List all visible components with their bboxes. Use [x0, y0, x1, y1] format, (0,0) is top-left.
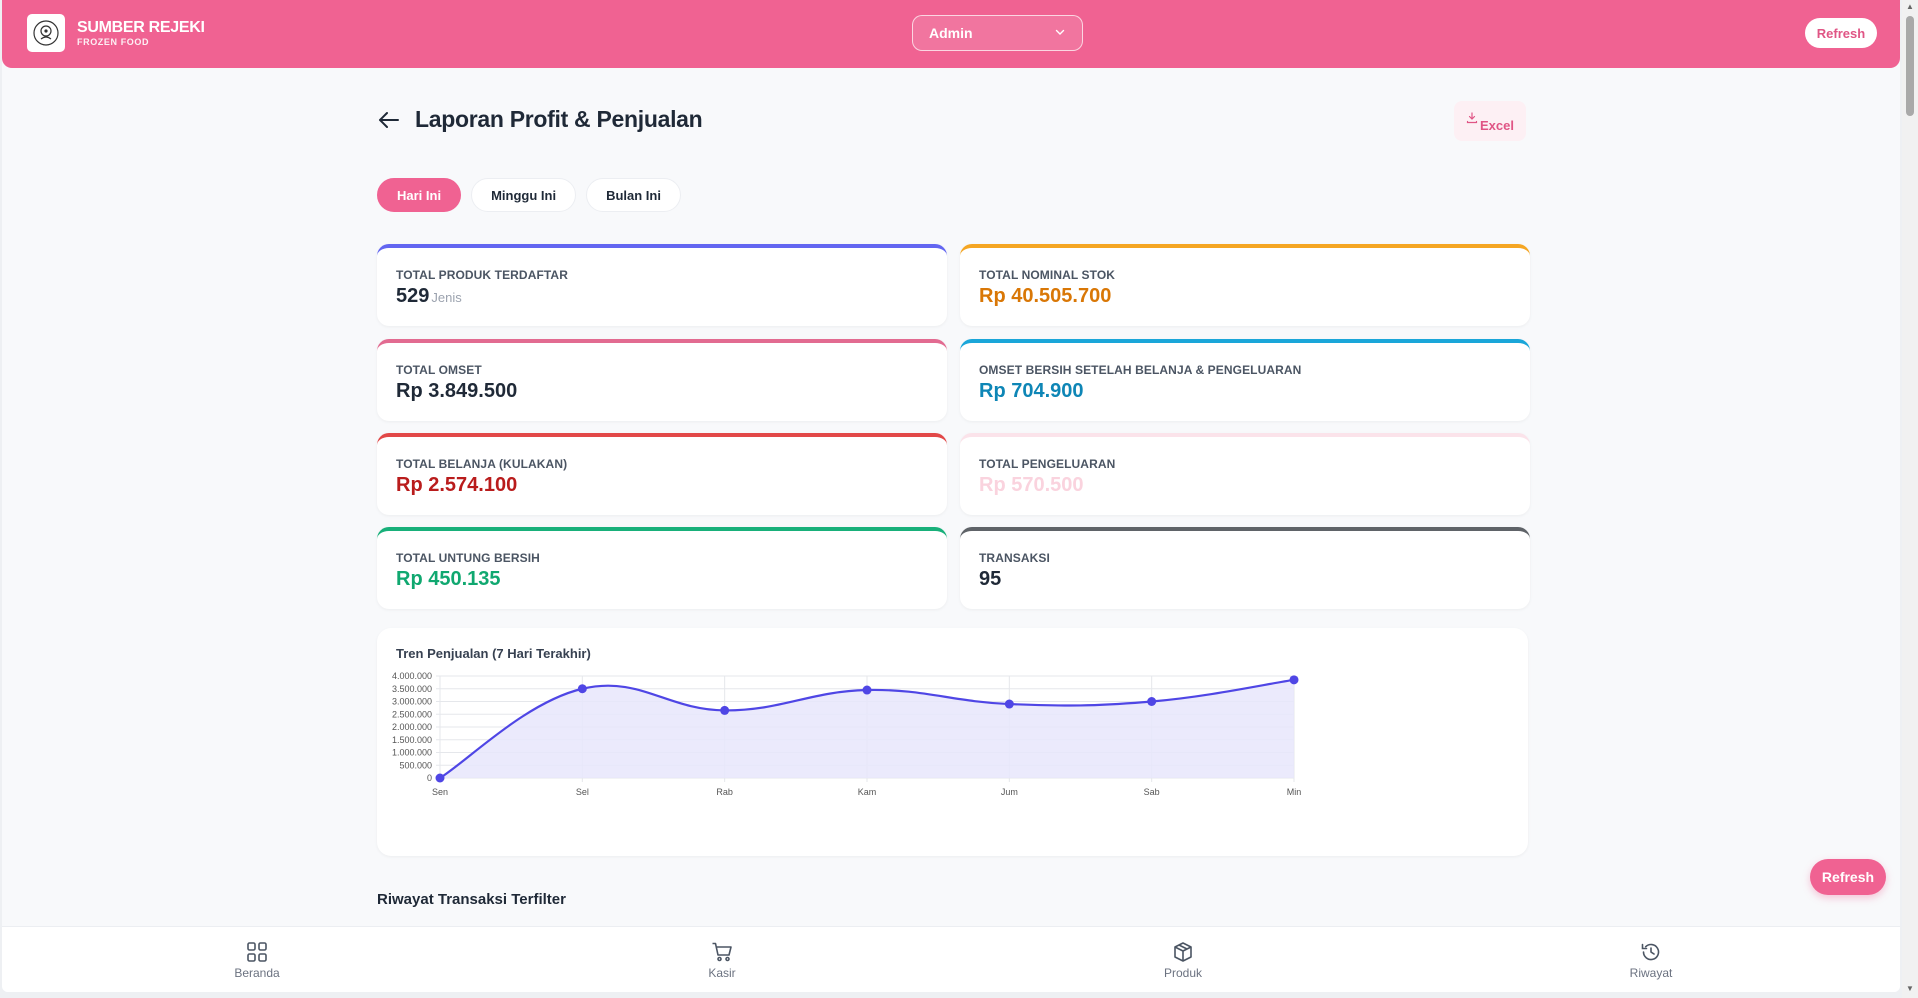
stat-label: TRANSAKSI [979, 551, 1050, 565]
stat-card-pengeluaran: TOTAL PENGELUARAN Rp 570.500 [960, 433, 1530, 515]
y-tick-label: 2.000.000 [392, 722, 432, 732]
y-tick-label: 4.000.000 [392, 671, 432, 681]
nav-label: Produk [1163, 966, 1203, 980]
stat-label: TOTAL BELANJA (KULAKAN) [396, 457, 568, 471]
download-icon [1466, 112, 1478, 127]
stat-value: 95 [979, 568, 1002, 590]
x-tick-label: Sel [576, 787, 589, 797]
y-tick-label: 2.500.000 [392, 709, 432, 719]
section-title: Riwayat Transaksi Terfilter [377, 891, 566, 908]
brand-logo [27, 14, 65, 52]
x-tick-label: Sen [432, 787, 448, 797]
box-icon [1174, 942, 1192, 962]
tab-bulan-ini[interactable]: Bulan Ini [586, 178, 681, 212]
nav-label: Beranda [234, 966, 280, 980]
stat-label: TOTAL OMSET [396, 363, 482, 377]
series-area [440, 679, 1294, 778]
tab-hari-ini[interactable]: Hari Ini [377, 178, 462, 212]
x-tick-label: Sab [1144, 787, 1160, 797]
top-bar: SUMBER REJEKI FROZEN FOOD Admin Refresh [2, 0, 1900, 68]
export-excel-label: Excel [1480, 118, 1514, 133]
cart-icon [712, 942, 732, 962]
nav-beranda[interactable]: Beranda [197, 941, 317, 980]
x-tick-label: Kam [858, 787, 877, 797]
stat-label: TOTAL NOMINAL STOK [979, 268, 1116, 282]
export-excel-button[interactable]: Excel [1454, 101, 1526, 141]
nav-produk[interactable]: Produk [1123, 941, 1243, 980]
bottom-nav: Beranda Kasir Produk Riwayat [2, 926, 1900, 992]
data-point [720, 705, 730, 715]
stat-card-total-produk: TOTAL PRODUK TERDAFTAR 529 Jenis [377, 244, 947, 326]
data-point [1289, 675, 1299, 685]
nav-label: Riwayat [1629, 966, 1673, 980]
sales-trend-chart: 4.000.000 3.500.000 3.000.000 2.500.000 2.00… [392, 671, 1302, 797]
nav-kasir[interactable]: Kasir [662, 941, 782, 980]
stat-value: Rp 40.505.700 [979, 285, 1112, 307]
stat-label: TOTAL PRODUK TERDAFTAR [396, 268, 568, 282]
role-select[interactable]: Admin [912, 15, 1083, 51]
y-tick-label: 0 [427, 773, 432, 783]
stat-value: Rp 2.574.100 [396, 474, 518, 496]
nav-label: Kasir [708, 966, 736, 980]
stat-card-omset: TOTAL OMSET Rp 3.849.500 [377, 339, 947, 421]
y-tick-label: 500.000 [399, 760, 432, 770]
data-point [1004, 699, 1014, 709]
stat-value: Rp 704.900 [979, 380, 1084, 402]
sales-trend-chart-card: Tren Penjualan (7 Hari Terakhir) 4.000.0… [377, 628, 1528, 856]
stat-value: Rp 570.500 [979, 474, 1084, 496]
stat-label: TOTAL PENGELUARAN [979, 457, 1116, 471]
brand-name: SUMBER REJEKI [77, 19, 205, 36]
y-tick-label: 1.000.000 [392, 748, 432, 758]
scrollbar-thumb[interactable] [1906, 16, 1914, 116]
nav-riwayat[interactable]: Riwayat [1591, 941, 1711, 980]
y-tick-label: 1.500.000 [392, 735, 432, 745]
stat-unit: Jenis [431, 290, 462, 305]
stat-label: TOTAL UNTUNG BERSIH [396, 551, 540, 565]
x-tick-label: Rab [716, 787, 733, 797]
refresh-button[interactable]: Refresh [1805, 18, 1877, 48]
stat-value: Rp 3.849.500 [396, 380, 518, 402]
stat-label: OMSET BERSIH SETELAH BELANJA & PENGELUAR… [979, 363, 1302, 377]
data-point [577, 684, 587, 694]
stat-card-untung-bersih: TOTAL UNTUNG BERSIH Rp 450.135 [377, 527, 947, 609]
chart-title: Tren Penjualan (7 Hari Terakhir) [396, 646, 591, 661]
history-icon [1641, 943, 1660, 961]
x-tick-label: Min [1287, 787, 1302, 797]
back-arrow-icon[interactable] [374, 108, 404, 132]
stat-card-nominal-stok: TOTAL NOMINAL STOK Rp 40.505.700 [960, 244, 1530, 326]
data-point [435, 773, 445, 783]
period-tabs: Hari Ini Minggu Ini Bulan Ini [377, 178, 681, 212]
y-tick-label: 3.500.000 [392, 684, 432, 694]
grid-icon [247, 942, 267, 962]
tab-minggu-ini[interactable]: Minggu Ini [471, 178, 577, 212]
y-tick-label: 3.000.000 [392, 697, 432, 707]
data-point [862, 685, 872, 695]
scroll-down-arrow-icon[interactable]: ▼ [1906, 984, 1914, 993]
floating-refresh-button[interactable]: Refresh [1810, 859, 1886, 895]
stat-value: Rp 450.135 [396, 568, 501, 590]
page-title: Laporan Profit & Penjualan [415, 106, 703, 132]
scroll-up-arrow-icon[interactable]: ▲ [1906, 2, 1914, 11]
stat-card-belanja: TOTAL BELANJA (KULAKAN) Rp 2.574.100 [377, 433, 947, 515]
stat-card-transaksi: TRANSAKSI 95 [960, 527, 1530, 609]
brand[interactable]: SUMBER REJEKI FROZEN FOOD [27, 14, 205, 52]
stat-value: 529 Jenis [396, 285, 462, 307]
x-tick-label: Jum [1001, 787, 1018, 797]
stat-card-omset-bersih: OMSET BERSIH SETELAH BELANJA & PENGELUAR… [960, 339, 1530, 421]
data-point [1147, 697, 1157, 706]
brand-tagline: FROZEN FOOD [77, 37, 150, 47]
chevron-down-icon [1054, 25, 1066, 41]
role-select-value: Admin [929, 25, 973, 41]
page-scrollbar[interactable]: ▲ ▼ [1902, 0, 1918, 998]
